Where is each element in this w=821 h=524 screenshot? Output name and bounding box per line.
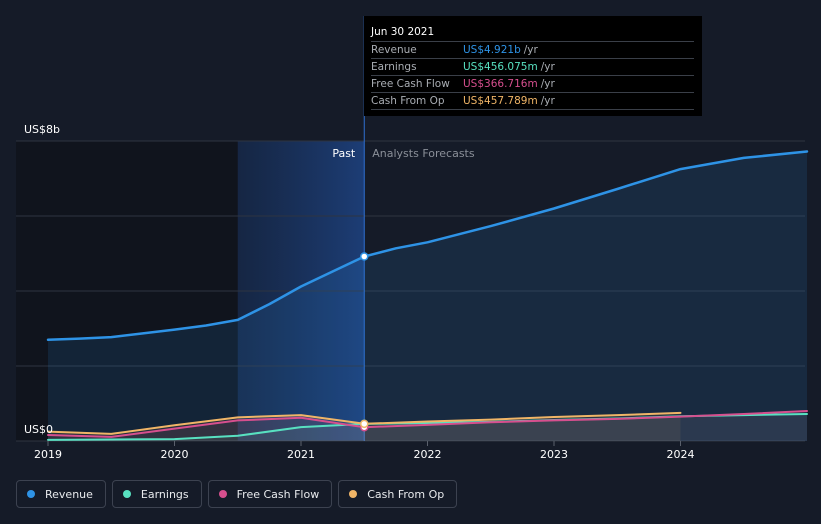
tooltip-value: US$4.921b <box>463 44 521 56</box>
data-point-marker <box>360 252 369 261</box>
x-tick-label: 2020 <box>161 448 189 461</box>
tooltip-unit: /yr <box>540 61 555 73</box>
tooltip-label: Earnings <box>371 61 417 73</box>
legend-dot-icon <box>218 490 227 498</box>
tooltip-date: Jun 30 2021 <box>371 26 435 38</box>
tooltip-label: Revenue <box>371 44 417 56</box>
y-axis-bottom-label: US$0 <box>24 423 53 436</box>
series-area <box>48 151 807 441</box>
data-point-marker <box>360 419 369 429</box>
legend-item-earnings[interactable]: Earnings <box>111 480 202 508</box>
tooltip-row-cash-from-op: Cash From Op US$457.789m /yr <box>371 92 694 110</box>
tooltip: Jun 30 2021 Revenue US$4.921b /yr Earnin… <box>364 16 702 116</box>
tooltip-value: US$457.789m <box>463 95 538 107</box>
legend-label: Revenue <box>45 487 93 501</box>
x-tick-label: 2019 <box>34 448 62 461</box>
tooltip-label: Free Cash Flow <box>371 78 450 90</box>
tooltip-value: US$366.716m <box>463 78 538 90</box>
tooltip-label: Cash From Op <box>371 95 445 107</box>
tooltip-unit: /yr <box>540 95 555 107</box>
forecast-label: Analysts Forecasts <box>372 147 475 160</box>
tooltip-row-revenue: Revenue US$4.921b /yr <box>371 41 694 58</box>
series-area <box>48 411 807 441</box>
legend-label: Cash From Op <box>367 487 445 501</box>
legend-dot-icon <box>27 490 35 498</box>
legend-dot-icon <box>349 490 358 498</box>
legend-label: Free Cash Flow <box>236 487 320 501</box>
legend-item-revenue[interactable]: Revenue <box>16 480 106 508</box>
tooltip-unit: /yr <box>523 44 538 56</box>
x-tick-label: 2024 <box>667 448 695 461</box>
y-axis-top-label: US$8b <box>24 123 60 136</box>
x-tick-label: 2023 <box>540 448 568 461</box>
legend-dot-icon <box>122 490 131 498</box>
past-label: Past <box>332 147 356 160</box>
series-line <box>46 150 809 342</box>
tooltip-unit: /yr <box>540 78 555 90</box>
legend-label: Earnings <box>140 487 189 501</box>
legend-item-cash-from-op[interactable]: Cash From Op <box>338 480 458 508</box>
legend: Revenue Earnings Free Cash Flow Cash Fro… <box>16 480 458 510</box>
series-line <box>47 410 808 438</box>
tooltip-row-earnings: Earnings US$456.075m /yr <box>371 58 694 75</box>
series-area <box>48 414 807 441</box>
x-tick-label: 2022 <box>414 448 442 461</box>
x-tick-label: 2021 <box>287 448 315 461</box>
tooltip-value: US$456.075m <box>463 61 538 73</box>
tooltip-row-free-cash-flow: Free Cash Flow US$366.716m /yr <box>371 75 694 92</box>
legend-item-free-cash-flow[interactable]: Free Cash Flow <box>207 480 333 508</box>
